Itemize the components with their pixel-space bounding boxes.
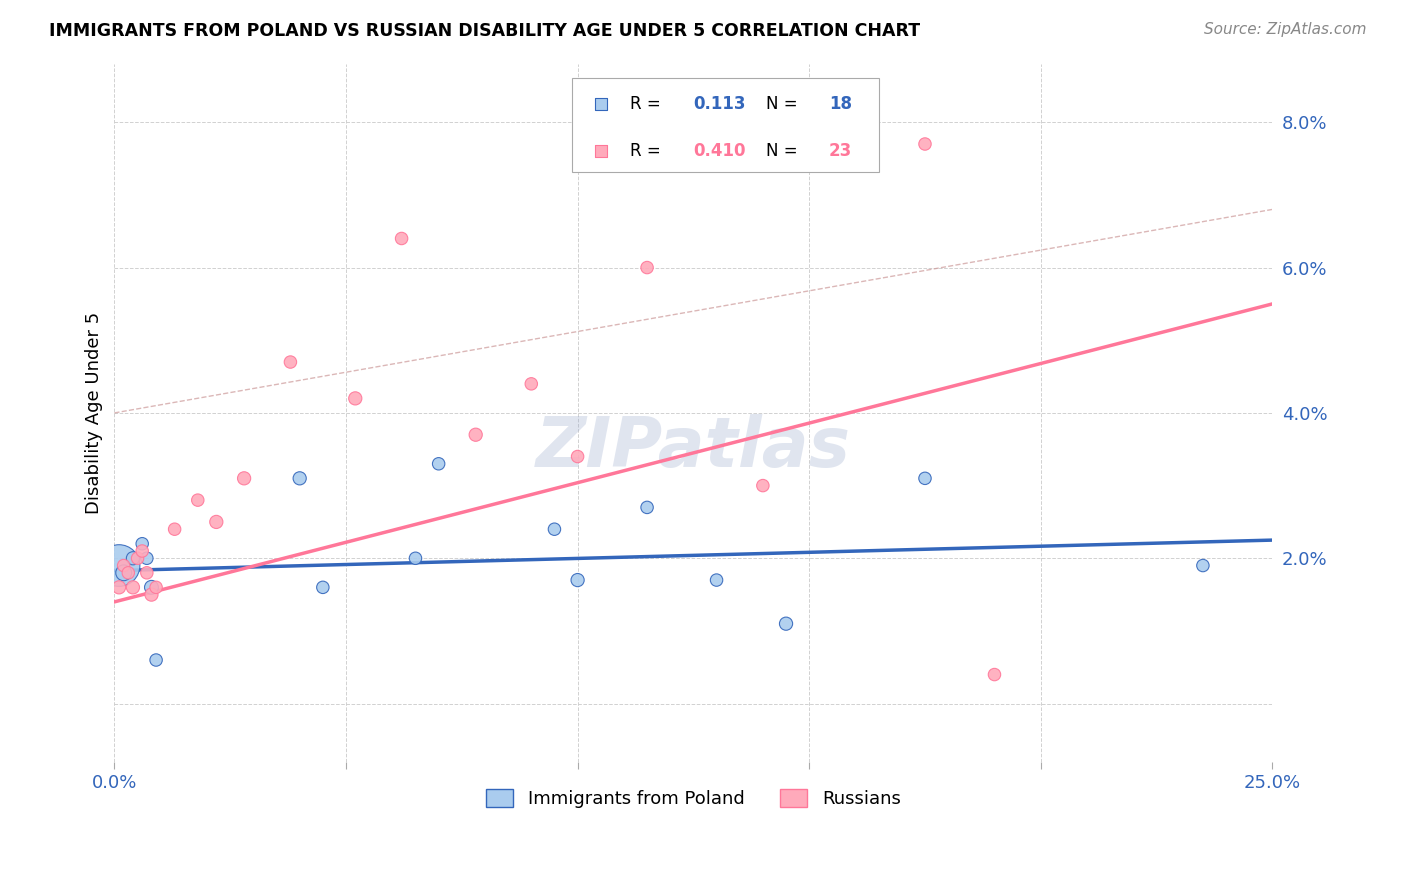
Text: N =: N = xyxy=(766,143,803,161)
Point xyxy=(141,580,163,594)
Point xyxy=(108,580,131,594)
Point xyxy=(983,667,1005,681)
Text: 0.113: 0.113 xyxy=(693,95,747,113)
Point xyxy=(914,471,936,485)
Point xyxy=(520,376,543,391)
Point xyxy=(706,573,728,587)
Point xyxy=(288,471,311,485)
Point xyxy=(233,471,256,485)
Text: 0.410: 0.410 xyxy=(693,143,747,161)
Point xyxy=(280,355,302,369)
Point xyxy=(567,450,589,464)
Text: Source: ZipAtlas.com: Source: ZipAtlas.com xyxy=(1204,22,1367,37)
Point xyxy=(163,522,186,536)
Point xyxy=(187,493,209,508)
Point xyxy=(1192,558,1215,573)
Point xyxy=(312,580,335,594)
Point xyxy=(543,522,565,536)
Point xyxy=(205,515,228,529)
Point xyxy=(145,580,167,594)
Legend: Immigrants from Poland, Russians: Immigrants from Poland, Russians xyxy=(479,781,908,815)
Point xyxy=(131,537,153,551)
Point xyxy=(427,457,450,471)
FancyBboxPatch shape xyxy=(572,78,879,172)
Point xyxy=(131,544,153,558)
Text: ZIPatlas: ZIPatlas xyxy=(536,414,851,482)
Point xyxy=(135,551,157,566)
Point xyxy=(775,616,797,631)
Text: N =: N = xyxy=(766,95,803,113)
Point xyxy=(135,566,157,580)
Point xyxy=(914,136,936,151)
Point xyxy=(141,588,163,602)
Point xyxy=(752,478,775,492)
Point xyxy=(636,500,658,515)
Point xyxy=(112,558,135,573)
Point xyxy=(127,551,149,566)
Point xyxy=(112,566,135,580)
Point xyxy=(145,653,167,667)
Text: R =: R = xyxy=(630,95,665,113)
Y-axis label: Disability Age Under 5: Disability Age Under 5 xyxy=(86,312,103,514)
Point xyxy=(567,573,589,587)
Point xyxy=(391,231,413,245)
Text: 23: 23 xyxy=(830,143,852,161)
Point xyxy=(122,580,145,594)
Point xyxy=(108,558,131,573)
Point xyxy=(405,551,427,566)
Point xyxy=(464,427,486,442)
Text: 18: 18 xyxy=(830,95,852,113)
Point xyxy=(636,260,658,275)
Point xyxy=(344,392,367,406)
Point xyxy=(122,551,145,566)
Text: R =: R = xyxy=(630,143,665,161)
Point xyxy=(117,566,139,580)
Text: IMMIGRANTS FROM POLAND VS RUSSIAN DISABILITY AGE UNDER 5 CORRELATION CHART: IMMIGRANTS FROM POLAND VS RUSSIAN DISABI… xyxy=(49,22,921,40)
